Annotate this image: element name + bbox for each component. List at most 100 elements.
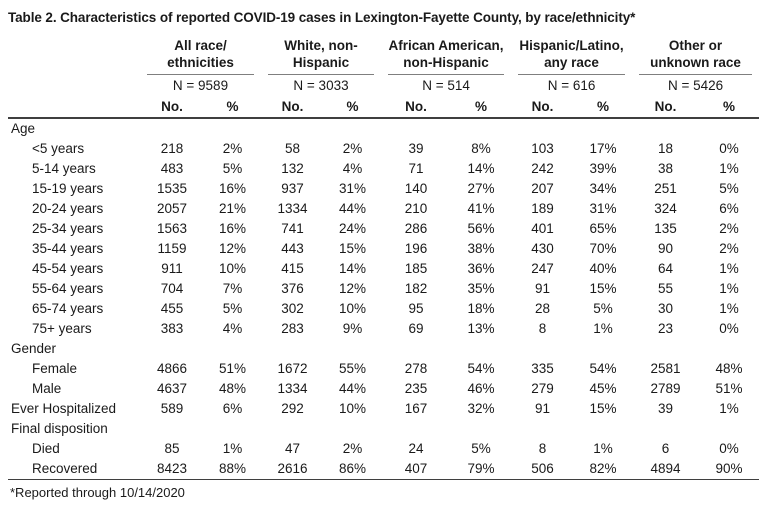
row-label: 55-64 years	[32, 281, 104, 296]
value-pct: 6%	[222, 401, 243, 416]
value-no: 55	[658, 281, 674, 296]
group-header-label: Other or unknown race	[639, 36, 753, 75]
value-no: 1334	[277, 381, 308, 396]
value-pct: 38%	[467, 241, 495, 256]
value-pct: 54%	[589, 361, 617, 376]
value-pct: 5%	[719, 181, 739, 196]
value-no: 140	[404, 181, 428, 196]
value-no: 91	[535, 401, 551, 416]
section-row: Gender	[8, 339, 759, 359]
value-pct: 1%	[719, 401, 739, 416]
value-no: 39	[408, 141, 424, 156]
group-n-row: N = 9589 N = 3033 N = 514 N = 616 N = 5426	[8, 75, 759, 96]
value-no: 71	[408, 161, 424, 176]
sub-header-5-no: No.	[632, 96, 700, 119]
value-no: 911	[161, 261, 183, 276]
sub-header-5-pct: %	[699, 96, 760, 119]
row-label: 5-14 years	[32, 161, 96, 176]
value-no: 247	[531, 261, 554, 276]
value-pct: 16%	[218, 181, 247, 196]
value-no: 39	[658, 401, 674, 416]
footnote: *Reported through 10/14/2020	[10, 485, 185, 500]
corner-cell	[8, 36, 140, 119]
value-pct: 6%	[719, 201, 739, 216]
group-header-3: African American, non-Hispanic	[381, 36, 511, 75]
value-pct: 2%	[222, 141, 243, 156]
value-no: 279	[531, 381, 554, 396]
value-pct: 41%	[467, 201, 495, 216]
value-no: 8	[538, 321, 547, 336]
group-n-4: N = 616	[547, 78, 596, 93]
value-pct: 90%	[699, 459, 760, 480]
value-pct: 44%	[338, 201, 367, 216]
value-no: 589	[160, 401, 184, 416]
value-pct: 65%	[589, 221, 617, 236]
value-pct: 51%	[715, 381, 743, 396]
value-no: 4866	[156, 361, 188, 376]
group-header-label: African American, non-Hispanic	[388, 36, 505, 75]
group-header-2: White, non- Hispanic	[261, 36, 381, 75]
group-header-label: Hispanic/Latino, any race	[518, 36, 626, 75]
value-no: 278	[404, 361, 428, 376]
value-pct: 1%	[719, 281, 739, 296]
value-no: 1159	[157, 241, 187, 256]
value-pct: 70%	[589, 241, 617, 256]
value-pct: 56%	[467, 221, 495, 236]
group-header-5: Other or unknown race	[632, 36, 759, 75]
section-label: Final disposition	[11, 421, 108, 436]
table-title: Table 2. Characteristics of reported COV…	[8, 10, 636, 25]
sub-header-4-no: No.	[511, 96, 575, 119]
value-pct: 2%	[342, 441, 363, 456]
value-no: 210	[404, 201, 428, 216]
value-no: 185	[404, 261, 428, 276]
value-no: 23	[658, 321, 674, 336]
value-pct: 1%	[719, 161, 739, 176]
table-row: 45-54 years 911 10% 415 14% 185 36% 247 40% 64 1%	[8, 259, 759, 279]
table-row: 5-14 years 483 5% 132 4% 71 14% 242 39% 38 1%	[8, 159, 759, 179]
value-pct: 0%	[719, 141, 739, 156]
value-no: 455	[160, 301, 184, 316]
value-no: 1672	[277, 361, 308, 376]
value-no: 483	[160, 161, 184, 176]
group-n-1: N = 9589	[172, 78, 229, 93]
value-pct: 2%	[342, 141, 363, 156]
value-pct: 82%	[574, 459, 633, 480]
value-no: 4894	[632, 459, 700, 480]
value-pct: 15%	[338, 241, 367, 256]
value-no: 383	[160, 321, 184, 336]
value-pct: 46%	[467, 381, 495, 396]
value-pct: 10%	[338, 301, 367, 316]
group-header-label: All race/ ethnicities	[147, 36, 254, 75]
value-no: 103	[531, 141, 554, 156]
value-pct: 32%	[467, 401, 495, 416]
value-no: 1535	[156, 181, 188, 196]
group-n-5: N = 5426	[667, 78, 724, 93]
value-no: 251	[654, 181, 677, 196]
table-row: Female 4866 51% 1672 55% 278 54% 335 54% 2581 48%	[8, 359, 759, 379]
value-pct: 86%	[324, 459, 382, 480]
section-row: Age	[8, 118, 759, 139]
value-pct: 45%	[589, 381, 617, 396]
row-label: Died	[32, 441, 60, 456]
sub-header-row: No.% No.% No.% No.% No.%	[8, 96, 760, 119]
value-no: 24	[408, 441, 424, 456]
value-pct: 1%	[593, 441, 613, 456]
table-row: Died 85 1% 47 2% 24 5% 8 1% 6 0%	[8, 439, 759, 459]
table-row: 25-34 years 1563 16% 741 24% 286 56% 401 65% 135 2…	[8, 219, 759, 239]
value-no: 1563	[156, 221, 188, 236]
value-no: 182	[404, 281, 428, 296]
value-pct: 27%	[467, 181, 495, 196]
value-no: 30	[658, 301, 674, 316]
row-label: <5 years	[32, 141, 85, 156]
section-label: Age	[11, 121, 36, 136]
value-no: 443	[281, 241, 304, 256]
table-body: Age <5 years 218 2% 58 2% 39 8% 103 17% 18 0% 5-14 y…	[8, 118, 760, 480]
table-row: 20-24 years 2057 21% 1334 44% 210 41% 189 31% 324…	[8, 199, 759, 219]
value-pct: 1%	[719, 301, 739, 316]
value-pct: 31%	[589, 201, 617, 216]
value-pct: 15%	[589, 281, 617, 296]
sub-header-2-pct: %	[324, 96, 382, 119]
value-pct: 1%	[222, 441, 243, 456]
value-pct: 39%	[589, 161, 617, 176]
